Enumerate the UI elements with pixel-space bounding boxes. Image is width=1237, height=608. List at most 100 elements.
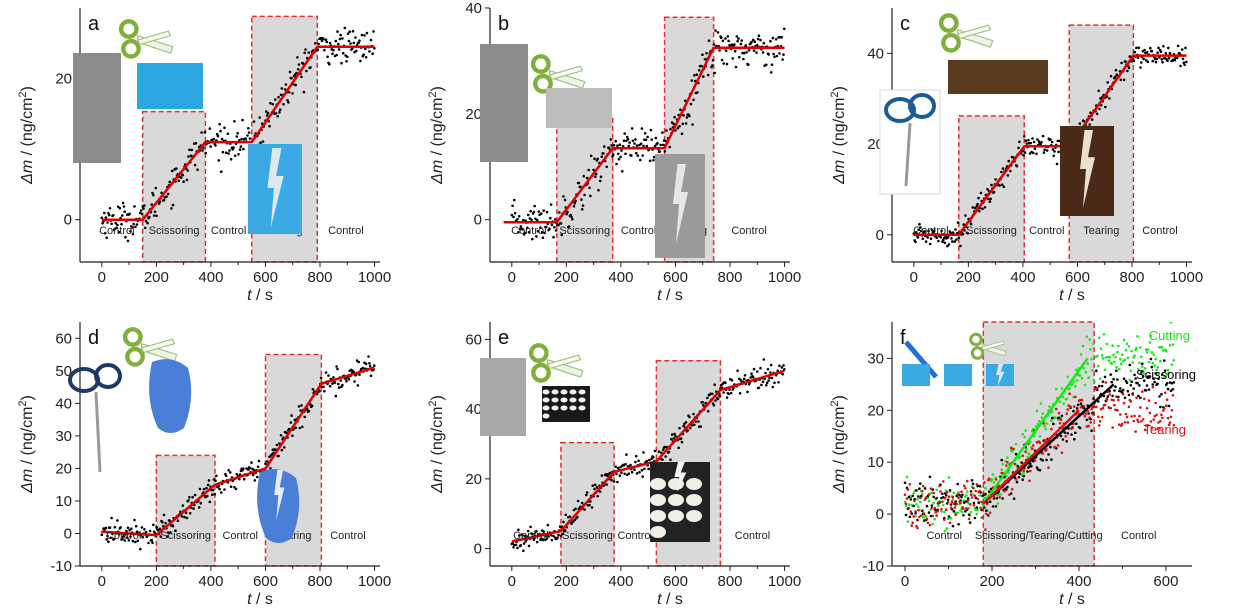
data-point <box>1024 429 1027 432</box>
data-point <box>324 371 328 374</box>
data-point <box>1157 377 1160 381</box>
data-point <box>185 516 189 520</box>
data-point <box>268 124 271 128</box>
data-point <box>1014 442 1018 446</box>
data-point <box>738 392 742 395</box>
foam-bead <box>542 405 550 411</box>
data-point <box>693 423 696 427</box>
x-tick-label: 800 <box>307 269 332 286</box>
data-point <box>1103 403 1107 407</box>
data-point <box>985 509 988 512</box>
data-point <box>527 544 531 548</box>
data-point <box>769 39 772 43</box>
data-point <box>1056 444 1060 447</box>
data-point <box>1051 410 1054 413</box>
data-point <box>1163 359 1166 362</box>
x-tick-label: 400 <box>198 269 223 286</box>
data-point <box>532 538 536 541</box>
data-point <box>1136 418 1139 422</box>
region-label: Control <box>222 530 257 542</box>
data-point <box>248 466 252 470</box>
data-point <box>701 400 704 404</box>
data-point <box>987 514 990 517</box>
x-tick-label: 800 <box>717 269 742 286</box>
data-point <box>594 172 598 176</box>
data-point <box>961 232 965 236</box>
data-point <box>913 499 916 503</box>
data-point <box>1132 387 1135 390</box>
data-point <box>1137 368 1140 371</box>
x-axis-title: t / s <box>247 591 273 608</box>
data-point <box>282 103 285 106</box>
data-point <box>112 537 116 541</box>
data-point <box>630 154 633 157</box>
data-point <box>718 49 721 52</box>
data-point <box>354 36 357 39</box>
data-point <box>769 71 773 74</box>
data-point <box>553 225 556 229</box>
data-point <box>984 487 987 490</box>
data-point <box>673 115 676 119</box>
data-point <box>981 207 984 211</box>
data-point <box>768 376 771 380</box>
data-point <box>668 145 671 149</box>
data-point <box>746 390 749 394</box>
inset-illustrations <box>879 13 1114 216</box>
data-point <box>341 37 344 40</box>
data-point <box>112 214 115 217</box>
x-tick-label: 1000 <box>1170 269 1203 286</box>
region-label: Scissoring <box>149 225 200 237</box>
data-point <box>121 201 125 205</box>
data-point <box>712 403 716 407</box>
data-point <box>339 33 343 37</box>
data-point <box>912 515 915 518</box>
data-point <box>580 501 584 505</box>
foam-bead <box>668 510 684 522</box>
data-point <box>191 495 194 499</box>
data-point <box>751 376 755 379</box>
data-point <box>904 504 908 508</box>
data-point <box>1122 78 1126 82</box>
data-point <box>921 509 924 513</box>
data-point <box>998 495 1001 499</box>
data-point <box>365 31 369 35</box>
data-point <box>712 43 716 46</box>
data-point <box>992 190 996 194</box>
data-point <box>959 244 962 248</box>
region-label: Control <box>511 225 546 237</box>
data-point <box>976 202 979 206</box>
data-point <box>935 236 938 240</box>
data-point <box>733 43 736 46</box>
data-point <box>932 495 935 499</box>
data-point <box>521 228 524 231</box>
data-point <box>580 198 583 201</box>
x-tick-label: 800 <box>1119 269 1144 286</box>
data-point <box>664 455 667 458</box>
data-point <box>211 493 214 497</box>
data-point <box>1182 61 1186 64</box>
data-point <box>967 517 971 521</box>
data-point <box>1022 153 1025 157</box>
data-point <box>303 51 307 55</box>
data-point <box>980 508 983 512</box>
data-point <box>339 379 343 383</box>
data-point <box>1002 185 1006 189</box>
data-point <box>227 152 230 155</box>
data-point <box>978 489 981 493</box>
data-point <box>307 51 311 54</box>
data-point <box>959 501 962 505</box>
data-point <box>1090 429 1093 433</box>
foam-bead <box>686 494 702 506</box>
data-point <box>904 513 908 517</box>
data-point <box>924 515 928 518</box>
data-point <box>322 385 325 389</box>
data-point <box>373 364 376 367</box>
data-point <box>1054 407 1058 411</box>
data-point <box>1152 353 1155 356</box>
data-point <box>294 83 298 87</box>
data-point <box>690 424 694 427</box>
y-tick-label: 10 <box>867 454 884 471</box>
data-point <box>1149 357 1153 361</box>
scissors-photo <box>480 44 528 162</box>
data-point <box>1091 405 1094 409</box>
